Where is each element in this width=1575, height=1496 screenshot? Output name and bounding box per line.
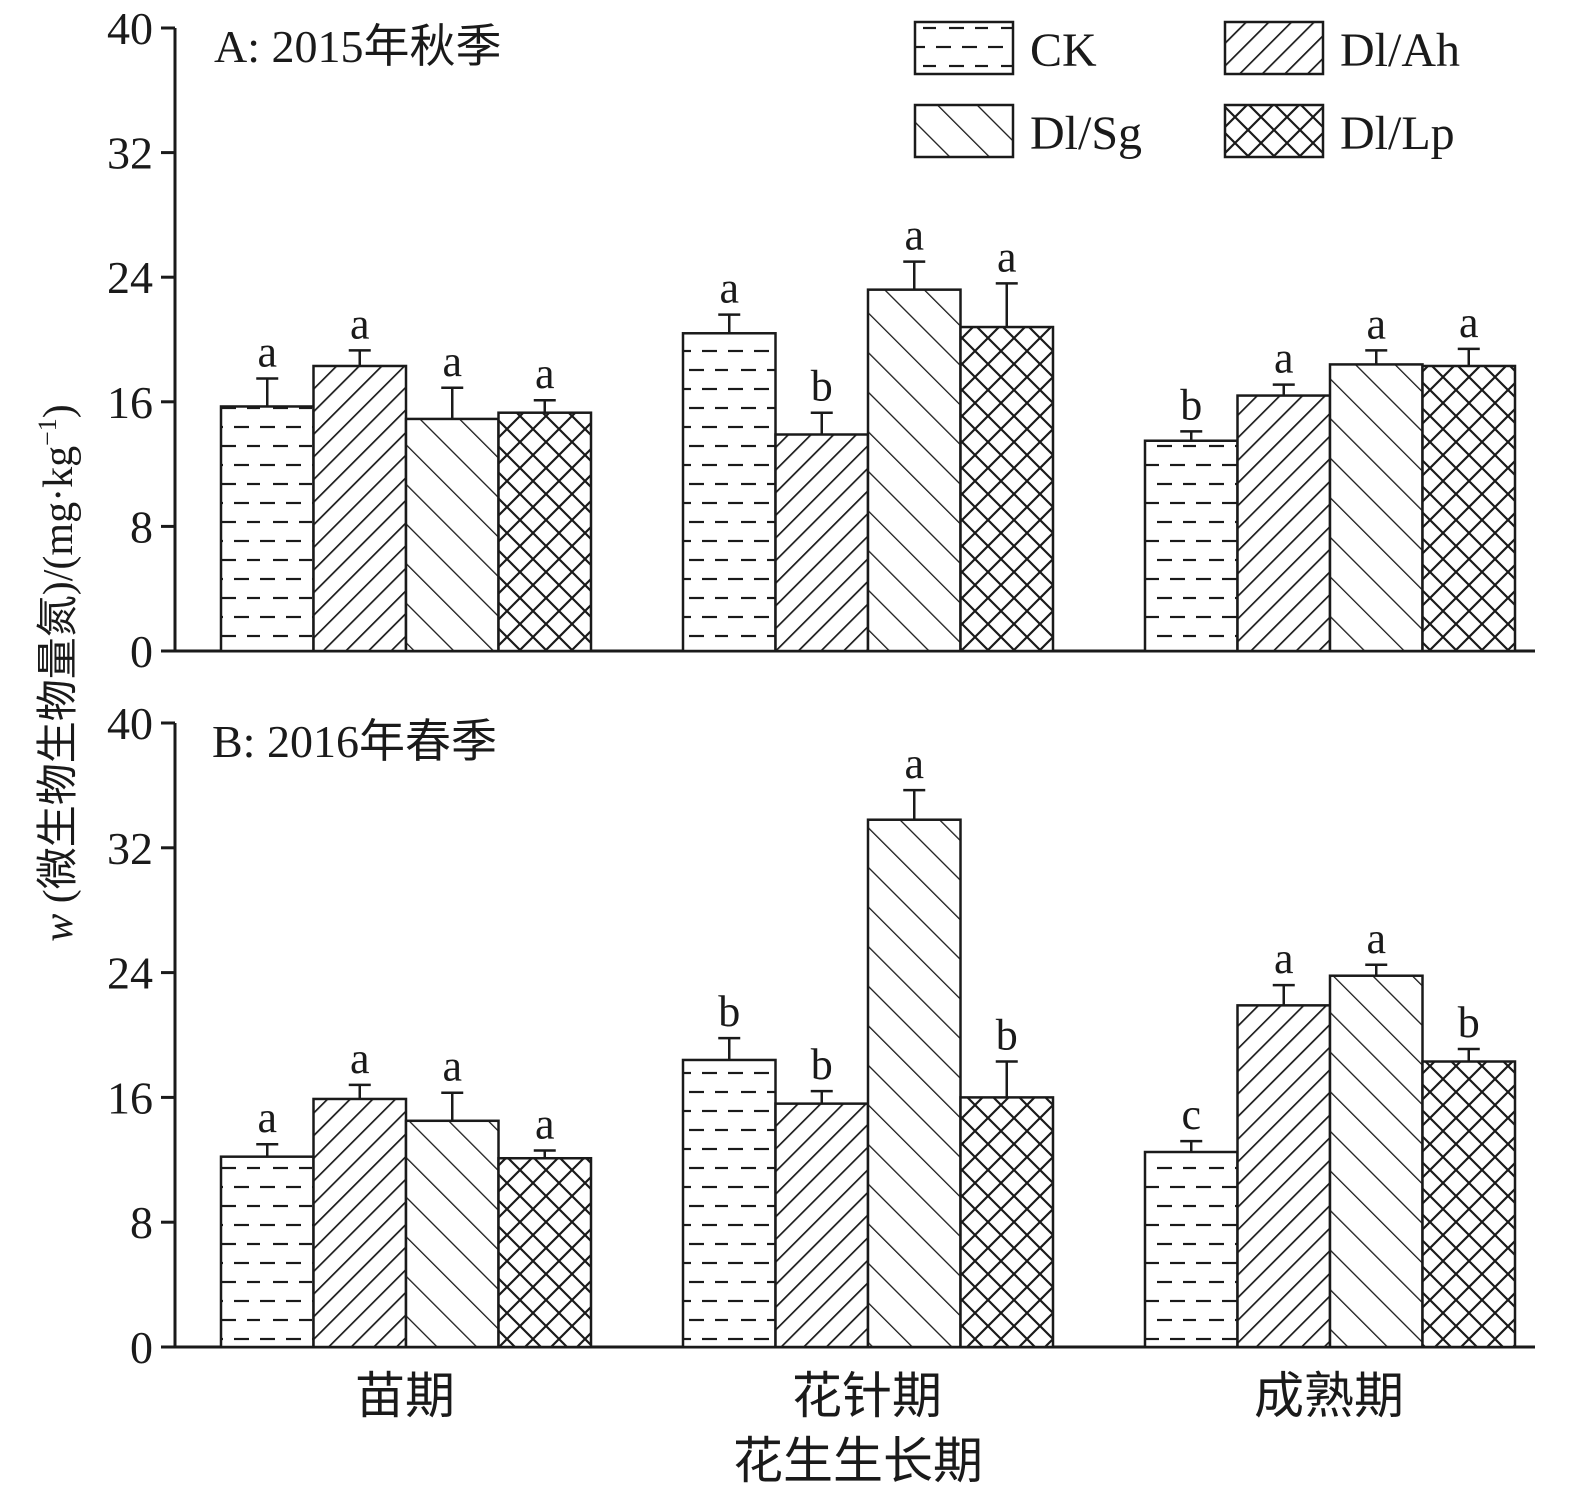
significance-letter: a — [442, 337, 462, 386]
significance-letter: b — [811, 362, 833, 411]
y-axis-label-close: ) — [36, 404, 82, 418]
y-tick-label: 0 — [130, 626, 153, 677]
significance-letter: c — [1181, 1090, 1201, 1139]
bar — [1328, 363, 1424, 653]
significance-letter: a — [257, 1093, 277, 1142]
y-tick-label: 8 — [130, 501, 153, 552]
significance-letter: b — [1458, 998, 1480, 1047]
significance-letter: b — [1180, 380, 1202, 429]
y-tick-label: 16 — [107, 1072, 153, 1123]
significance-letter: a — [1366, 914, 1386, 963]
significance-letter: a — [350, 1034, 370, 1083]
panel-label: B: 2016年春季 — [212, 716, 497, 767]
bar — [1421, 364, 1517, 653]
bar — [1143, 1150, 1239, 1349]
legend-item: Dl/Ah — [1223, 20, 1460, 77]
legend-item: Dl/Sg — [913, 103, 1142, 160]
bar — [866, 818, 962, 1349]
y-tick-label: 32 — [107, 128, 153, 179]
significance-letter: a — [257, 327, 277, 376]
chart-panels: 0 8 16 24 32 40 A: 2015年秋季 a a b a b a a a a a a a 0 8 16 24 32… — [107, 3, 1535, 1424]
significance-letter: b — [718, 987, 740, 1036]
panel-label: A: 2015年秋季 — [214, 21, 502, 72]
x-tick-label: 花针期 — [792, 1368, 942, 1424]
panel-a: 0 8 16 24 32 40 A: 2015年秋季 a a b a b a a a a a a a — [107, 3, 1535, 677]
legend-item: CK — [913, 20, 1097, 77]
y-axis-label-symbol: w — [36, 914, 82, 942]
significance-letter: a — [904, 739, 924, 788]
y-tick-label: 40 — [107, 698, 153, 749]
y-tick-label: 24 — [107, 252, 153, 303]
bar — [774, 433, 870, 653]
bar — [497, 411, 593, 653]
legend-swatch — [913, 20, 1015, 76]
bar — [1236, 394, 1332, 653]
significance-letter: b — [811, 1040, 833, 1089]
y-axis-label-exponent: −1 — [33, 418, 62, 446]
legend-swatch — [1223, 20, 1325, 76]
legend-swatch — [1223, 103, 1325, 159]
y-tick-label: 8 — [130, 1197, 153, 1248]
bar — [312, 1097, 408, 1349]
significance-letter: a — [997, 232, 1017, 281]
significance-letter: a — [1459, 298, 1479, 347]
bar — [404, 1119, 500, 1349]
significance-letter: a — [1274, 334, 1294, 383]
y-tick-label: 24 — [107, 948, 153, 999]
bar — [681, 1058, 777, 1349]
significance-letter: a — [1366, 299, 1386, 348]
bar — [404, 417, 500, 653]
legend-item: Dl/Lp — [1223, 103, 1455, 160]
legend-swatch — [913, 103, 1015, 159]
bar — [497, 1156, 593, 1349]
bar — [1421, 1060, 1517, 1349]
x-axis-label: 花生生长期 — [733, 1433, 983, 1489]
legend: CK Dl/Ah Dl/Sg Dl/Lp — [913, 20, 1460, 160]
y-tick-label: 32 — [107, 823, 153, 874]
significance-letter: b — [996, 1011, 1018, 1060]
legend-label: Dl/Lp — [1340, 107, 1455, 160]
bar — [1236, 1004, 1332, 1349]
x-tick-label: 成熟期 — [1254, 1368, 1404, 1424]
bar — [1328, 974, 1424, 1349]
bar — [866, 288, 962, 653]
y-axis-label: w (微生物生物量氮)/(mg·kg−1) — [33, 404, 82, 941]
significance-letter: a — [904, 211, 924, 260]
bar — [219, 1155, 315, 1349]
significance-letter: a — [442, 1042, 462, 1091]
significance-letter: a — [535, 1099, 555, 1148]
y-tick-label: 0 — [130, 1322, 153, 1373]
bar — [774, 1102, 870, 1349]
bar — [959, 1096, 1055, 1349]
y-axis-label-text: (微生物生物量氮)/(mg·kg — [36, 446, 82, 914]
panel-b: 0 8 16 24 32 40 B: 2016年春季 a b c a b a a a a a b b 苗期 花针期 成熟期 — [107, 698, 1535, 1424]
significance-letter: a — [1274, 934, 1294, 983]
bar — [312, 364, 408, 653]
bar — [1143, 439, 1239, 653]
x-tick-label: 苗期 — [355, 1368, 455, 1424]
bar — [959, 325, 1055, 653]
y-tick-label: 40 — [107, 3, 153, 54]
significance-letter: a — [535, 349, 555, 398]
legend-label: Dl/Ah — [1340, 24, 1460, 77]
legend-label: CK — [1030, 24, 1097, 77]
legend-label: Dl/Sg — [1030, 107, 1142, 160]
bar — [681, 332, 777, 653]
significance-letter: a — [719, 264, 739, 313]
bar — [219, 405, 315, 653]
y-tick-label: 16 — [107, 377, 153, 428]
significance-letter: a — [350, 299, 370, 348]
